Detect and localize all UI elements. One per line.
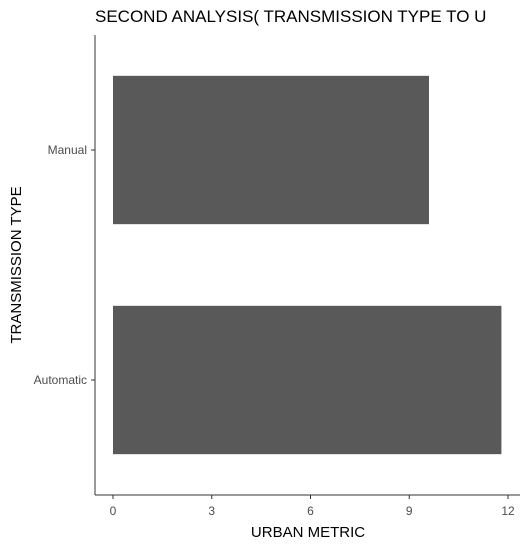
bar-automatic [113, 305, 502, 455]
x-tick-label: 0 [110, 504, 117, 518]
x-axis-ticks: 0 3 6 9 12 [110, 495, 515, 518]
x-tick-label: 12 [501, 504, 515, 518]
x-axis-title: URBAN METRIC [251, 524, 365, 541]
bar-manual [113, 75, 429, 225]
bars-group [113, 75, 502, 455]
y-axis-ticks: Automatic Manual [34, 143, 95, 387]
x-tick-label: 9 [406, 504, 413, 518]
y-tick-label: Manual [48, 143, 87, 157]
chart-title: SECOND ANALYSIS( TRANSMISSION TYPE TO U [95, 7, 486, 26]
x-tick-label: 3 [208, 504, 215, 518]
x-tick-label: 6 [307, 504, 314, 518]
y-tick-label: Automatic [34, 373, 87, 387]
y-axis-title: TRANSMISSION TYPE [8, 186, 25, 343]
